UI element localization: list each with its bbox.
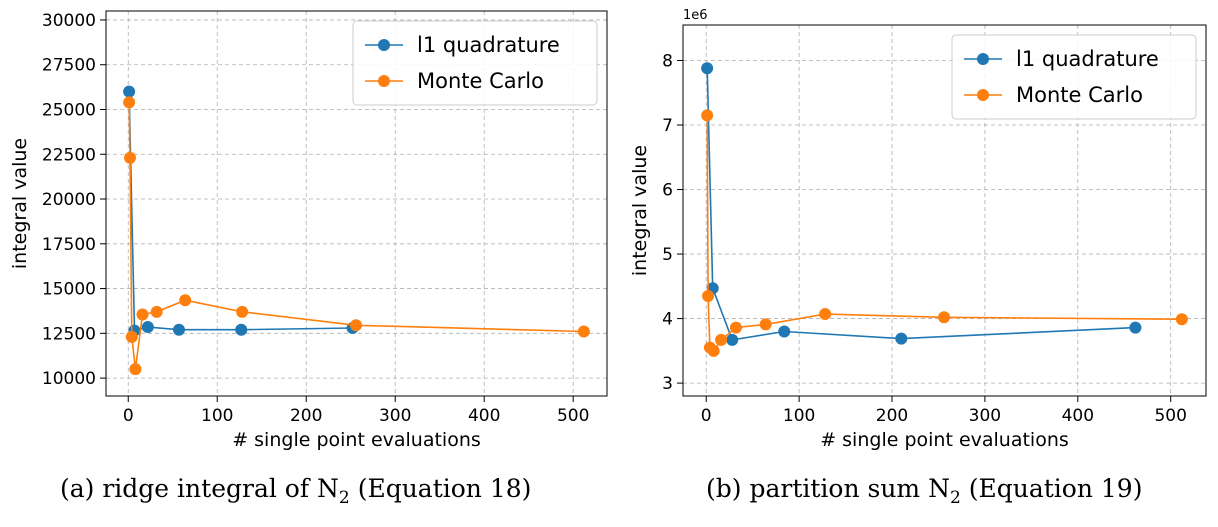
data-point-monte-carlo (150, 305, 163, 318)
y-tick-label: 7 (662, 116, 673, 136)
data-point-monte-carlo (123, 96, 136, 109)
legend-box (352, 20, 598, 106)
series-line-l1-quadrature (128, 91, 353, 332)
data-point-l1-quadrature (141, 321, 154, 334)
data-point-monte-carlo (124, 151, 137, 164)
x-tick-label: 0 (123, 406, 134, 426)
y-tick-label: 20000 (42, 190, 96, 210)
y-tick-label: 6 (662, 181, 673, 201)
chart-ridge-integral: 0 100 200 300 400 500 10000 12500 15000 17500 2000… (9, 10, 608, 451)
legend: l1 quadrature Monte Carlo (352, 20, 598, 106)
x-tick-label: 300 (379, 406, 411, 426)
y-tick-label: 27500 (42, 56, 96, 76)
data-point-l1-quadrature (701, 62, 714, 75)
data-point-monte-carlo (701, 109, 714, 122)
data-point-monte-carlo (577, 325, 590, 338)
y-tick-label: 3 (662, 374, 673, 394)
series-line-l1-quadrature (706, 68, 1136, 341)
data-point-l1-quadrature (895, 332, 908, 345)
data-point-monte-carlo (819, 308, 832, 321)
data-point-l1-quadrature (726, 333, 739, 346)
data-point-monte-carlo (715, 333, 728, 346)
y-offset-label: 1e6 (683, 8, 708, 23)
y-tick-label: 15000 (42, 280, 96, 300)
plot-frame (682, 24, 1207, 397)
data-point-monte-carlo (938, 311, 951, 324)
series-line-monte-carlo (128, 102, 584, 370)
x-axis-label: # single point evaluations (232, 429, 481, 451)
legend-label-l1-quadrature: l1 quadrature (417, 33, 560, 57)
caption-a-text: (a) ridge integral of N (60, 474, 339, 503)
series-line-monte-carlo (706, 115, 1182, 352)
data-point-monte-carlo (179, 294, 192, 307)
caption-b-subscript: 2 (949, 488, 961, 508)
x-tick-label: 300 (969, 406, 1001, 426)
x-tick-label: 100 (201, 406, 233, 426)
data-point-l1-quadrature (778, 325, 791, 338)
y-tick-label: 4 (662, 310, 673, 330)
x-tick-label: 100 (783, 406, 815, 426)
y-tick-label: 17500 (42, 235, 96, 255)
data-point-l1-quadrature (172, 323, 185, 336)
data-point-monte-carlo (129, 363, 142, 376)
legend-label-l1-quadrature: l1 quadrature (1016, 47, 1159, 71)
data-point-monte-carlo (759, 318, 772, 331)
data-point-l1-quadrature (123, 85, 136, 98)
y-tick-label: 5 (662, 245, 673, 265)
x-tick-label: 400 (1062, 406, 1094, 426)
y-axis-label: integral value (9, 138, 31, 269)
figure-canvas: 0 100 200 300 400 500100001250015000175002000… (9, 8, 1207, 451)
legend-marker-monte-carlo (977, 89, 989, 101)
x-tick-label: 500 (557, 406, 589, 426)
caption-b: (b) partition sum N2 (Equation 19) (706, 474, 1142, 508)
y-tick-label: 12500 (42, 324, 96, 344)
legend-marker-l1-quadrature (378, 39, 390, 51)
x-axis-label: # single point evaluations (820, 429, 1069, 451)
x-tick-label: 200 (290, 406, 322, 426)
data-point-monte-carlo (350, 319, 363, 332)
data-point-l1-quadrature (235, 323, 248, 336)
y-tick-label: 10000 (42, 369, 96, 389)
caption-a: (a) ridge integral of N2 (Equation 18) (60, 474, 531, 508)
legend: l1 quadrature Monte Carlo (951, 34, 1197, 120)
data-point-monte-carlo (729, 321, 742, 334)
y-tick-label: 25000 (42, 100, 96, 120)
data-point-monte-carlo (1175, 313, 1188, 326)
caption-b-text: (b) partition sum N (706, 474, 950, 503)
data-point-monte-carlo (136, 308, 149, 321)
legend-box (951, 34, 1197, 120)
data-point-monte-carlo (236, 305, 249, 318)
y-tick-label: 30000 (42, 11, 96, 31)
legend-label-monte-carlo: Monte Carlo (417, 69, 544, 93)
caption-b-rest: (Equation 19) (960, 474, 1143, 503)
legend-marker-monte-carlo (378, 75, 390, 87)
x-tick-label: 500 (1154, 406, 1186, 426)
y-tick-label: 8 (662, 51, 673, 71)
x-tick-label: 200 (876, 406, 908, 426)
caption-a-rest: (Equation 18) (349, 474, 532, 503)
chart-partition-sum: 0 100 200 300 400 500 3 4 5 6 7 8 1e6 # single point … (629, 8, 1207, 451)
plot-frame (105, 10, 608, 397)
data-point-monte-carlo (125, 330, 138, 343)
data-point-l1-quadrature (1129, 321, 1142, 334)
legend-label-monte-carlo: Monte Carlo (1016, 83, 1143, 107)
x-tick-label: 400 (468, 406, 500, 426)
y-axis-label: integral value (629, 145, 651, 276)
legend-marker-l1-quadrature (977, 53, 989, 65)
caption-a-subscript: 2 (338, 488, 350, 508)
data-point-monte-carlo (707, 344, 720, 357)
y-tick-label: 22500 (42, 145, 96, 165)
x-tick-label: 0 (701, 406, 712, 426)
data-point-monte-carlo (702, 289, 715, 302)
